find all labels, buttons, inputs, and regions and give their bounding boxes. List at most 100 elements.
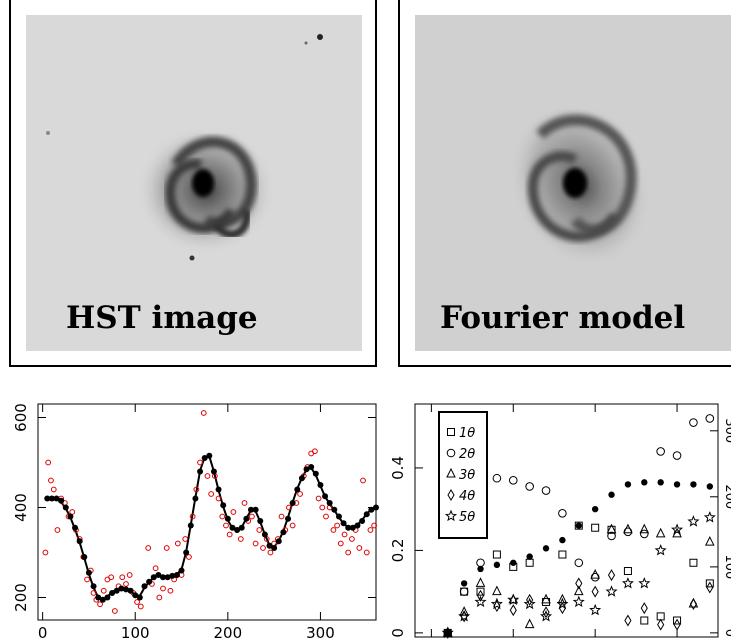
fourier-model-drawing: [415, 15, 731, 351]
c1-filled-point: [76, 538, 83, 545]
c2-point-filled-circle: [477, 565, 484, 573]
c1-open-point: [315, 495, 322, 502]
c2-point-square: [689, 558, 698, 567]
c1-filled-point: [132, 592, 139, 599]
c2-legend-marker: [444, 509, 458, 522]
c2-point-star: [507, 593, 520, 605]
c1-filled-point: [280, 529, 287, 536]
c2-right-ytick-label: 300: [722, 418, 731, 443]
c1-filled-point: [257, 518, 264, 524]
c2-point-triangle: [573, 585, 584, 596]
c1-open-point: [215, 495, 222, 502]
c1-filled-point: [127, 587, 134, 594]
c1-open-point: [123, 581, 129, 587]
c1-filled-point: [136, 594, 143, 601]
c1-filled-point: [122, 586, 129, 593]
hst-image-label: HST image: [66, 300, 258, 336]
c1-filled-point: [155, 572, 162, 578]
c2-ytick-label: 0.2: [390, 538, 407, 562]
c1-open-point: [54, 527, 61, 533]
c1-open-point: [152, 565, 159, 572]
c1-filled-point: [317, 482, 324, 488]
c2-point-diamond: [526, 593, 534, 606]
c2-point-circle: [574, 558, 584, 568]
c1-open-point: [163, 545, 170, 551]
c1-filled-point: [72, 524, 79, 531]
c2-point-diamond: [542, 606, 550, 619]
c2-point-circle: [656, 447, 665, 456]
c2-point-filled-circle: [624, 481, 632, 488]
c2-point-circle: [541, 486, 551, 495]
c2-point-star: [441, 626, 454, 638]
c1-open-point: [167, 587, 174, 594]
c1-filled-point: [48, 495, 55, 502]
c2-point-circle: [508, 475, 518, 485]
c1-filled-point: [141, 583, 148, 590]
c2-legend-marker: [446, 448, 456, 458]
c1-filled-point: [85, 569, 92, 576]
c2-point-square: [640, 616, 649, 625]
c1-filled-point: [349, 524, 356, 531]
c1-open-point: [230, 509, 237, 515]
c1-open-point: [356, 545, 363, 551]
c2-point-circle: [525, 482, 534, 491]
c1-filled-point: [95, 594, 102, 601]
c1-filled-point: [210, 468, 217, 475]
c1-filled-point: [53, 495, 60, 502]
c2-legend-label: 2θ: [459, 447, 475, 462]
c2-point-square: [509, 562, 518, 571]
c1-filled-point: [289, 500, 296, 506]
c1-filled-point: [44, 495, 51, 502]
c1-open-point: [174, 540, 181, 547]
c2-point-star: [458, 610, 471, 622]
c2-legend-label: 1θ: [459, 426, 475, 441]
c1-open-point: [223, 522, 229, 529]
c1-filled-point: [368, 506, 375, 513]
c2-legend-marker: [447, 489, 455, 501]
c1-open-point: [134, 599, 140, 605]
c1-open-point: [219, 513, 226, 520]
c1-open-point: [345, 549, 352, 556]
c1-filled-point: [118, 585, 125, 592]
c2-point-diamond: [706, 581, 714, 594]
c2-point-star: [556, 597, 569, 610]
c1-open-point: [100, 587, 107, 594]
c2-legend-label: 5θ: [459, 510, 475, 525]
c2-point-circle: [689, 418, 698, 427]
c2-point-filled-circle: [559, 536, 566, 544]
c1-filled-point: [247, 506, 254, 513]
c1-filled-point: [234, 527, 241, 533]
c1-plot-frame: [37, 403, 377, 621]
c1-open-point: [126, 572, 133, 578]
c1-open-point: [48, 477, 54, 484]
c1-filled-point: [215, 486, 222, 493]
hst-image-panel: HST image: [9, 0, 377, 367]
c1-filled-point: [192, 495, 199, 502]
c1-filled-point: [197, 468, 204, 475]
c1-filled-point: [150, 574, 157, 581]
c1-filled-point: [285, 515, 292, 522]
c2-point-filled-circle: [510, 559, 517, 566]
c2-point-filled-circle: [690, 481, 697, 488]
c1-open-point: [241, 500, 248, 506]
c2-ytick-label: 0.4: [390, 456, 407, 480]
c1-filled-point: [178, 567, 185, 574]
c1-open-point: [97, 601, 103, 608]
c2-point-square: [673, 616, 682, 625]
c1-open-point: [349, 536, 355, 542]
c1-xtick-label: 200: [214, 624, 243, 639]
c2-right-ytick-label: 100: [722, 554, 731, 579]
c2-point-square: [558, 550, 567, 559]
c1-open-point: [45, 459, 52, 466]
c2-point-diamond: [673, 618, 681, 631]
c2-point-square: [492, 550, 501, 559]
c2-plot-frame: [414, 403, 719, 638]
c2-point-star: [474, 595, 487, 608]
c1-open-point: [323, 513, 329, 520]
c2-point-diamond: [640, 602, 648, 615]
c1-filled-point: [238, 524, 245, 531]
c2-point-star: [523, 597, 536, 610]
c2-point-triangle: [705, 536, 715, 546]
c1-filled-point: [354, 522, 361, 529]
c2-ytick-label: 0: [390, 628, 407, 638]
